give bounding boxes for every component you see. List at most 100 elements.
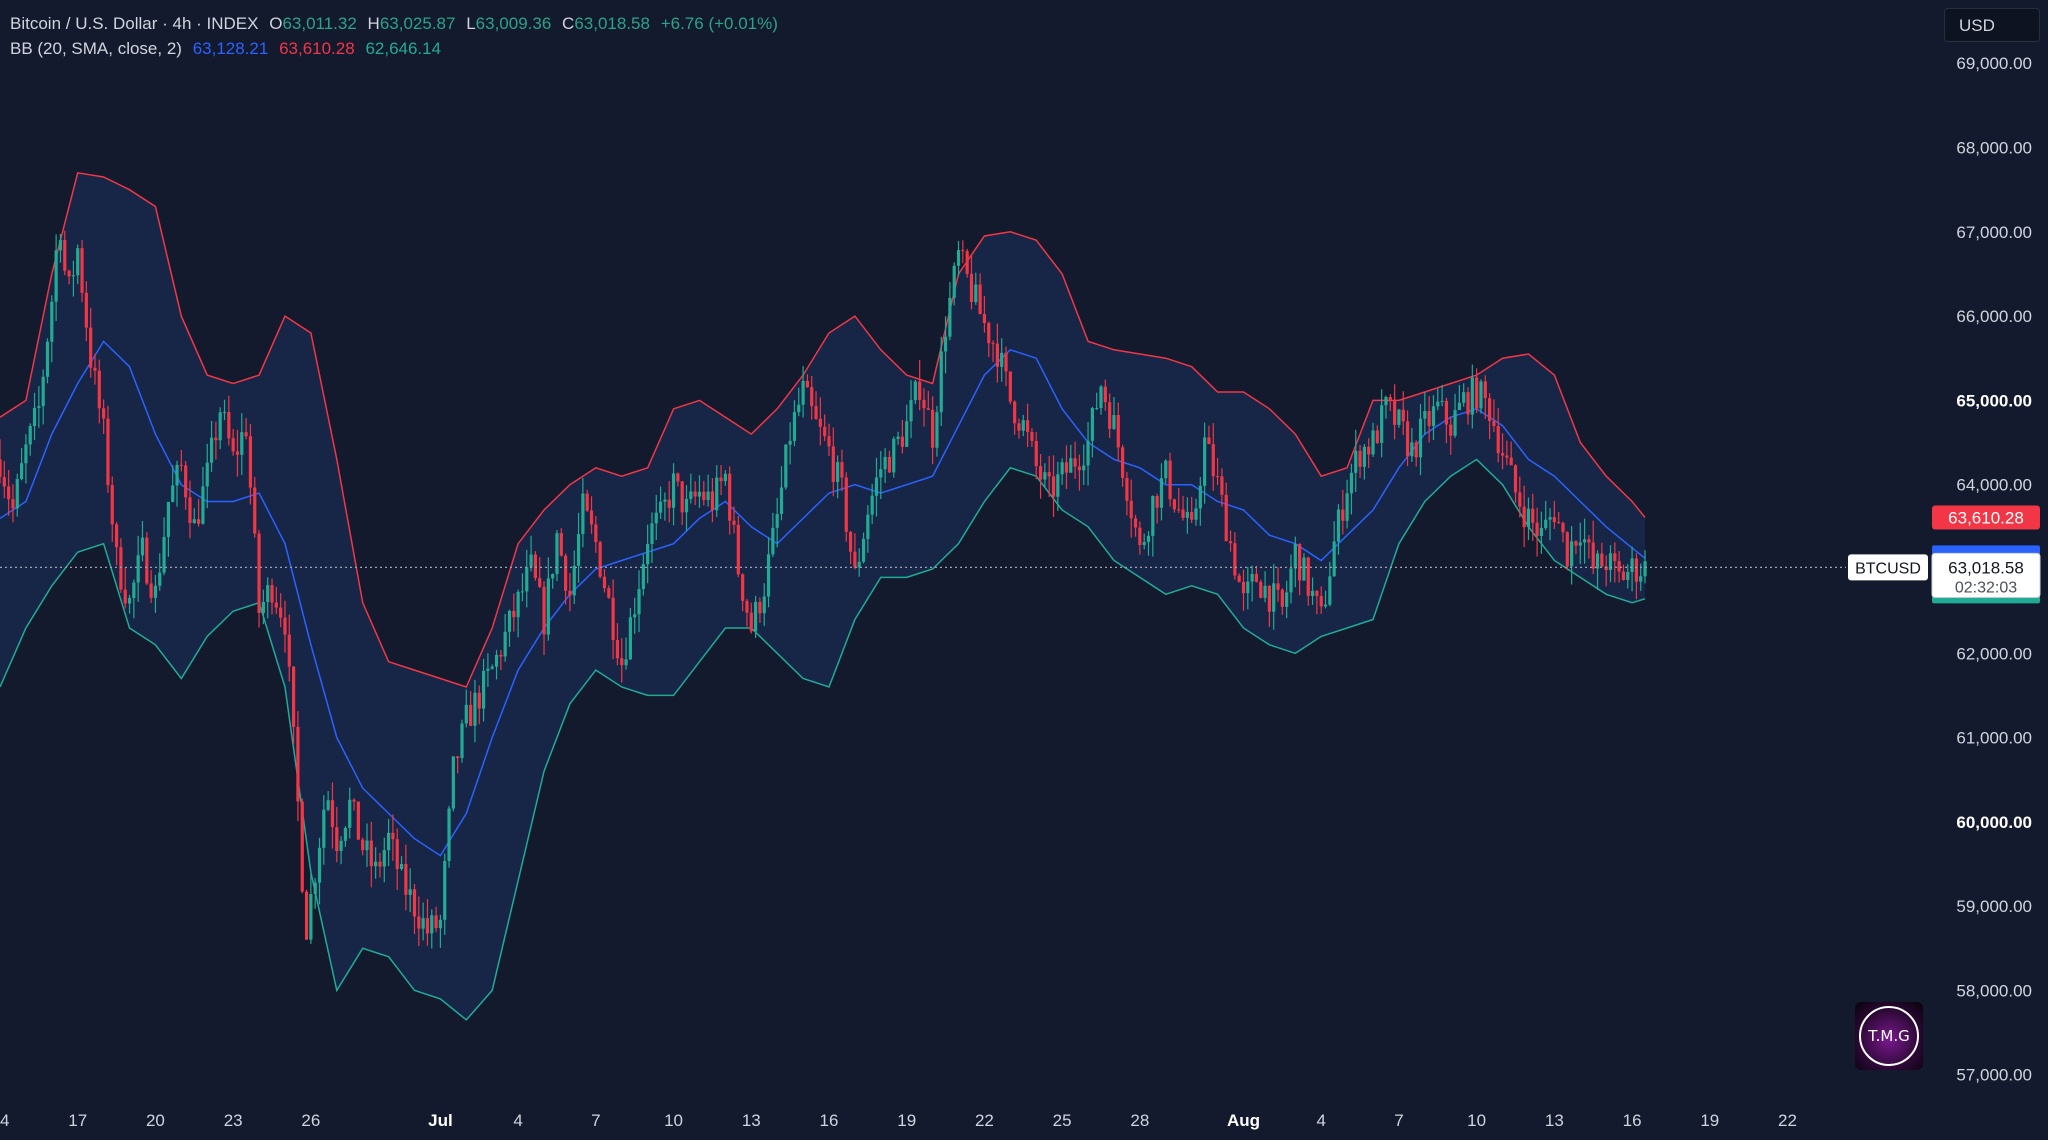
candle-body: [857, 561, 861, 568]
candle-body: [987, 323, 991, 344]
candle-body: [1177, 509, 1181, 511]
candle-body: [801, 380, 805, 405]
price-tick-label: 67,000.00: [1956, 223, 2032, 242]
time-tick-label: 28: [1130, 1111, 1149, 1130]
candle-body: [844, 477, 848, 532]
candle-body: [456, 756, 460, 759]
candle-body: [1552, 517, 1556, 523]
candle-body: [80, 248, 84, 293]
candle-body: [417, 916, 421, 929]
candle-body: [507, 610, 512, 632]
bb-upper-value: 63,610.28: [279, 39, 355, 58]
candle-body: [309, 893, 313, 940]
candle-body: [1587, 539, 1591, 543]
candle-body: [158, 572, 162, 586]
price-tick-label: 69,000.00: [1956, 54, 2032, 73]
time-tick-label: 7: [591, 1111, 600, 1130]
time-axis: 14 17 20 23 26 Jul 4 7 10 13 16 19 22 25 28 Aug 4 7 10 13 16…: [0, 1111, 1797, 1130]
candle-body: [706, 491, 710, 501]
candle-body: [1038, 466, 1043, 480]
candle-body: [633, 614, 637, 618]
candle-body: [469, 704, 473, 726]
candle-body: [132, 582, 136, 598]
candle-body: [188, 497, 192, 523]
candle-body: [1319, 595, 1323, 607]
candle-body: [261, 601, 265, 613]
time-tick-label: 26: [301, 1111, 320, 1130]
candle-body: [1332, 541, 1336, 577]
candle-body: [76, 248, 80, 276]
symbol-legend[interactable]: Bitcoin / U.S. Dollar · 4h · INDEX O63,0…: [10, 14, 784, 34]
candle-body: [702, 491, 706, 501]
candle-body: [1397, 409, 1401, 425]
candle-body: [896, 436, 900, 439]
candle-body: [810, 387, 814, 407]
candle-body: [1436, 401, 1440, 407]
candle-body: [1362, 446, 1366, 467]
candle-body: [1617, 561, 1621, 572]
candle-body: [1457, 402, 1461, 411]
candle-body: [1233, 543, 1237, 576]
candle-body: [287, 634, 291, 667]
candle-body: [568, 590, 572, 596]
candle-body: [503, 631, 507, 657]
candle-body: [771, 527, 775, 555]
candle-body: [460, 723, 464, 759]
candle-body: [1064, 462, 1069, 473]
candle-body: [693, 491, 697, 497]
candle-body: [1466, 392, 1470, 415]
candle-body: [248, 436, 253, 488]
bb-fill: [0, 172, 1645, 1020]
time-tick-label: 4: [513, 1111, 522, 1130]
candle-body: [399, 864, 404, 869]
candle-body: [1578, 542, 1582, 546]
candle-body: [529, 554, 533, 568]
candle-body: [1630, 558, 1634, 572]
candle-body: [1492, 420, 1496, 427]
candle-body: [667, 499, 671, 508]
time-tick-label: 25: [1053, 1111, 1072, 1130]
candle-body: [1095, 408, 1099, 410]
candle-body: [296, 726, 300, 802]
candle-body: [1354, 450, 1358, 473]
bollinger-bands: [0, 171, 1646, 1021]
candle-body: [335, 827, 339, 852]
candle-body: [434, 915, 438, 929]
candle-body: [814, 406, 818, 419]
currency-button[interactable]: USD: [1944, 8, 2040, 42]
candle-body: [179, 464, 183, 466]
candle-body: [779, 487, 784, 515]
price-tick-label: 66,000.00: [1956, 307, 2032, 326]
candle-body: [1401, 409, 1405, 422]
candle-body: [119, 547, 123, 590]
candle-body: [1021, 420, 1025, 431]
candle-body: [663, 499, 667, 502]
candle-body: [1181, 509, 1185, 518]
candle-body: [1017, 423, 1021, 431]
indicator-legend[interactable]: BB (20, SMA, close, 2) 63,128.21 63,610.…: [10, 39, 447, 59]
candle-body: [905, 421, 909, 447]
candle-body: [71, 275, 76, 277]
candle-body: [1444, 400, 1449, 425]
candle-body: [939, 351, 943, 413]
candle-body: [1069, 458, 1073, 473]
candle-body: [689, 491, 693, 499]
candle-body: [1259, 581, 1263, 598]
symbol-title[interactable]: Bitcoin / U.S. Dollar · 4h · INDEX: [10, 14, 259, 33]
bb-indicator-label[interactable]: BB (20, SMA, close, 2): [10, 39, 182, 58]
candle-body: [1487, 398, 1492, 421]
candle-body: [1427, 411, 1431, 427]
candle-body: [1203, 437, 1207, 486]
candle-body: [408, 889, 412, 895]
candle-body: [1453, 410, 1457, 436]
candle-body: [97, 370, 101, 409]
candle-body: [978, 284, 982, 315]
candle-body: [762, 596, 766, 614]
candle-body: [1285, 592, 1289, 607]
candle-body: [1026, 420, 1030, 433]
candle-body: [1133, 518, 1138, 528]
close-value: 63,018.58: [574, 14, 650, 33]
candle-body: [1043, 472, 1047, 480]
candle-body: [266, 585, 270, 602]
